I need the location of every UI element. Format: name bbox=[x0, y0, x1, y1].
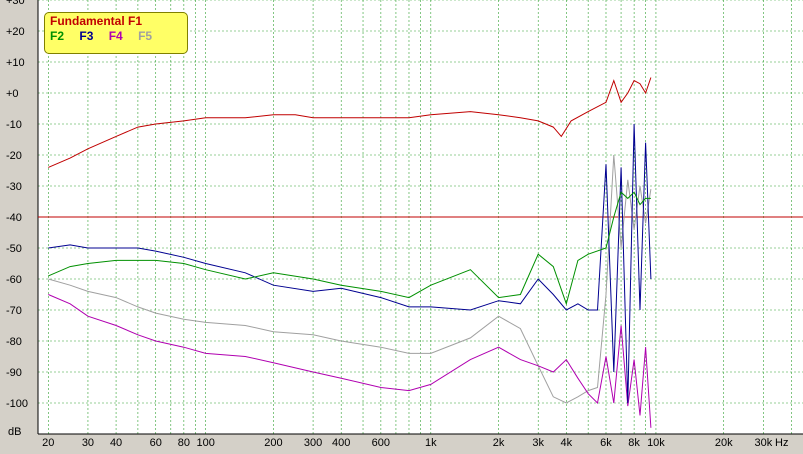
x-axis-unit: Hz bbox=[775, 437, 788, 449]
y-tick-label: +20 bbox=[6, 26, 25, 38]
legend-row: F2 F3 F4 F5 bbox=[50, 29, 182, 44]
x-tick-label: 3k bbox=[532, 437, 544, 449]
y-tick-label: +30 bbox=[6, 0, 25, 7]
x-tick-label: 60 bbox=[150, 437, 162, 449]
y-tick-label: -100 bbox=[6, 398, 28, 410]
x-tick-label: 600 bbox=[372, 437, 390, 449]
legend-title: Fundamental F1 bbox=[50, 14, 143, 28]
y-tick-label: -10 bbox=[6, 119, 22, 131]
x-tick-label: 100 bbox=[196, 437, 214, 449]
x-tick-label: 6k bbox=[600, 437, 612, 449]
x-tick-label: 200 bbox=[264, 437, 282, 449]
legend-item-f3: F3 bbox=[79, 29, 94, 43]
y-tick-label: -50 bbox=[6, 243, 22, 255]
y-tick-label: -70 bbox=[6, 305, 22, 317]
series-line-f2 bbox=[48, 191, 651, 306]
y-tick-label: +0 bbox=[6, 88, 19, 100]
legend-item-f5: F5 bbox=[138, 29, 153, 43]
y-tick-label: +10 bbox=[6, 57, 25, 69]
x-tick-label: 20 bbox=[42, 437, 54, 449]
x-tick-label: 400 bbox=[332, 437, 350, 449]
series-line-fundamental-f1 bbox=[48, 77, 652, 168]
series-group bbox=[48, 77, 652, 428]
legend-item-f2: F2 bbox=[50, 29, 65, 43]
legend: Fundamental F1 F2 F3 F4 F5 bbox=[44, 12, 188, 54]
x-tick-label: 30k bbox=[754, 437, 772, 449]
x-tick-label: 1k bbox=[425, 437, 437, 449]
y-tick-label: -80 bbox=[6, 336, 22, 348]
y-axis-unit: dB bbox=[8, 426, 21, 438]
x-tick-label: 20k bbox=[715, 437, 733, 449]
x-axis-labels: 20 30 40 60 80 100 200 300 400 600 1k 2k 3k 4k 6k 8k 10k… bbox=[42, 437, 773, 449]
x-tick-label: 40 bbox=[110, 437, 122, 449]
y-tick-label: -20 bbox=[6, 150, 22, 162]
x-tick-label: 80 bbox=[178, 437, 190, 449]
y-tick-label: -40 bbox=[6, 212, 22, 224]
y-tick-label: -30 bbox=[6, 181, 22, 193]
x-tick-label: 8k bbox=[628, 437, 640, 449]
legend-item-f4: F4 bbox=[108, 29, 123, 43]
x-tick-label: 4k bbox=[561, 437, 573, 449]
x-tick-label: 10k bbox=[647, 437, 665, 449]
y-tick-label: -90 bbox=[6, 367, 22, 379]
x-tick-label: 30 bbox=[82, 437, 94, 449]
y-axis-labels: +30 +20 +10 +0 -10 -20 -30 -40 -50 -60 -70 -80 -90 -1… bbox=[6, 0, 28, 410]
series-line-f3 bbox=[48, 123, 652, 404]
series-line-f4 bbox=[48, 294, 652, 428]
x-tick-label: 2k bbox=[493, 437, 505, 449]
x-tick-label: 300 bbox=[304, 437, 322, 449]
y-tick-label: -60 bbox=[6, 274, 22, 286]
series-line-f5 bbox=[48, 154, 652, 404]
